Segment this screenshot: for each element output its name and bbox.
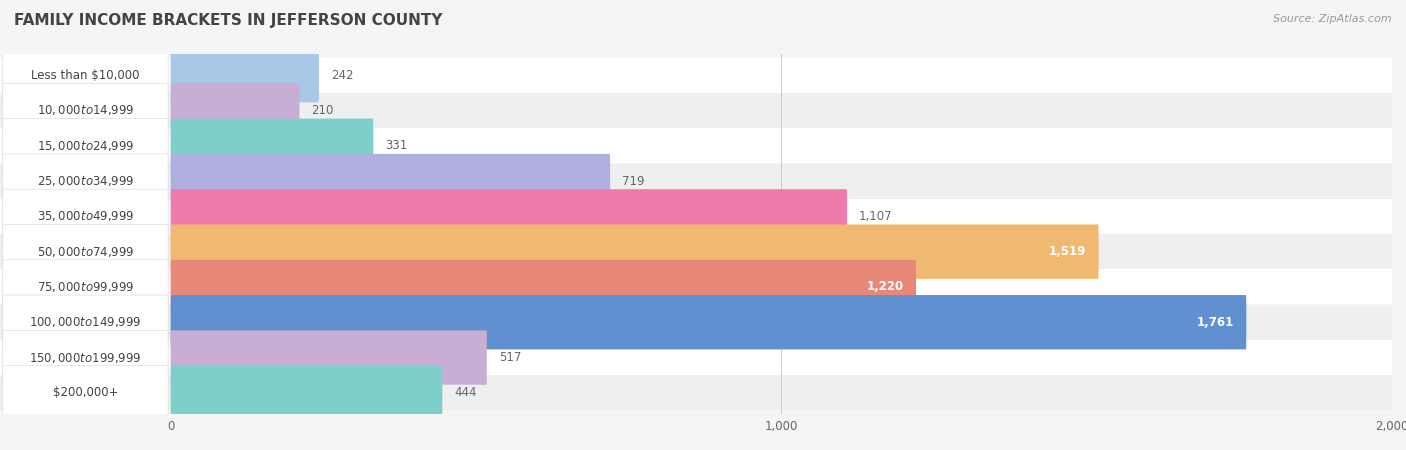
FancyBboxPatch shape [3,330,169,385]
Text: 1,761: 1,761 [1197,316,1234,329]
FancyBboxPatch shape [170,154,610,208]
Text: 210: 210 [311,104,333,117]
Text: 1,220: 1,220 [866,280,904,293]
Text: $25,000 to $34,999: $25,000 to $34,999 [37,174,134,188]
Text: Less than $10,000: Less than $10,000 [31,69,139,82]
Bar [0,234,1392,269]
FancyBboxPatch shape [3,119,169,173]
Bar [0,199,1392,234]
Text: FAMILY INCOME BRACKETS IN JEFFERSON COUNTY: FAMILY INCOME BRACKETS IN JEFFERSON COUN… [14,14,443,28]
Bar [0,93,1392,128]
FancyBboxPatch shape [170,119,374,173]
Text: $75,000 to $99,999: $75,000 to $99,999 [37,280,134,294]
FancyBboxPatch shape [170,189,846,243]
FancyBboxPatch shape [170,48,319,102]
FancyBboxPatch shape [3,260,169,314]
Bar [0,305,1392,340]
FancyBboxPatch shape [3,295,169,349]
Bar [0,340,1392,375]
FancyBboxPatch shape [3,366,169,420]
Text: 1,519: 1,519 [1049,245,1085,258]
FancyBboxPatch shape [170,260,917,314]
Text: 719: 719 [621,175,644,188]
Text: $150,000 to $199,999: $150,000 to $199,999 [30,351,142,364]
Text: $100,000 to $149,999: $100,000 to $149,999 [30,315,142,329]
Text: $15,000 to $24,999: $15,000 to $24,999 [37,139,134,153]
Bar [0,375,1392,410]
Bar [0,270,1392,304]
Text: 242: 242 [330,69,353,82]
Text: $50,000 to $74,999: $50,000 to $74,999 [37,245,134,259]
Text: 444: 444 [454,386,477,399]
Text: $200,000+: $200,000+ [52,386,118,399]
Text: Source: ZipAtlas.com: Source: ZipAtlas.com [1274,14,1392,23]
FancyBboxPatch shape [3,189,169,243]
FancyBboxPatch shape [3,225,169,279]
FancyBboxPatch shape [3,48,169,102]
Text: 517: 517 [499,351,522,364]
Text: $35,000 to $49,999: $35,000 to $49,999 [37,209,134,223]
FancyBboxPatch shape [3,83,169,138]
Bar [0,164,1392,198]
FancyBboxPatch shape [170,295,1246,349]
FancyBboxPatch shape [170,225,1098,279]
Bar [0,58,1392,93]
FancyBboxPatch shape [170,330,486,385]
Text: 1,107: 1,107 [859,210,893,223]
Text: 331: 331 [385,139,408,152]
Bar [0,128,1392,163]
FancyBboxPatch shape [170,366,443,420]
FancyBboxPatch shape [3,154,169,208]
Text: $10,000 to $14,999: $10,000 to $14,999 [37,104,134,117]
FancyBboxPatch shape [170,83,299,138]
